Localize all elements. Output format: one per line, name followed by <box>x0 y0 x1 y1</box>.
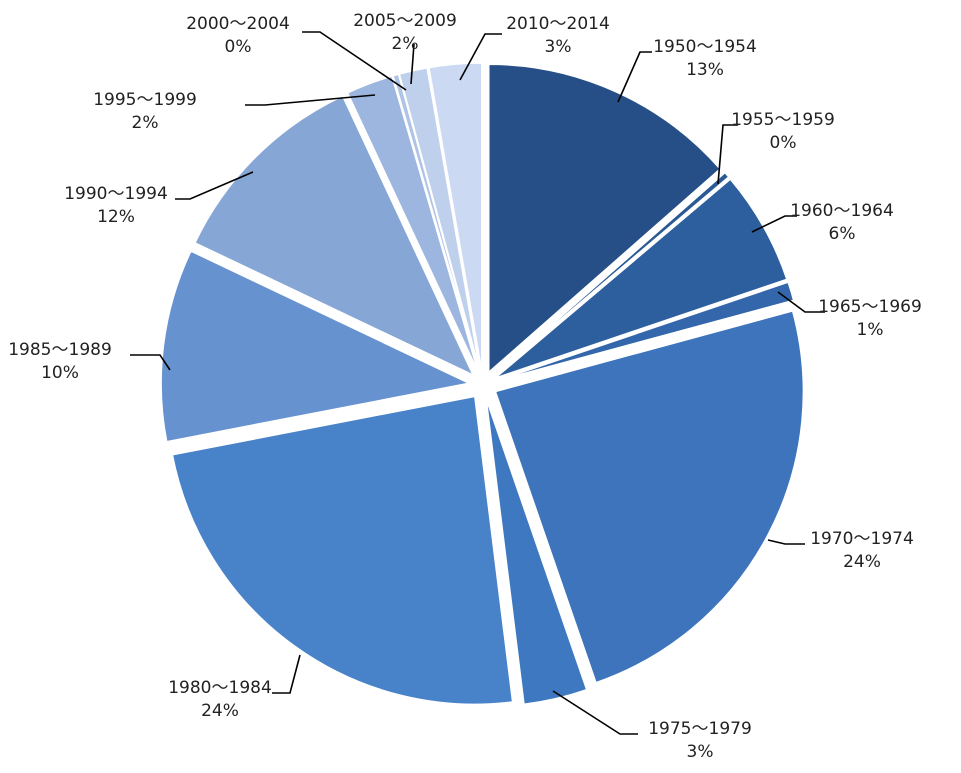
leader-line <box>302 31 407 91</box>
slice-percent-label: 24% <box>201 701 239 721</box>
slice-percent-label: 0% <box>225 37 252 57</box>
pie-slice <box>398 67 481 372</box>
pie-slice <box>494 309 805 684</box>
pie-slice <box>496 281 795 382</box>
slice-percent-label: 2% <box>132 113 159 133</box>
slice-category-label: 1980〜1984 <box>168 678 272 698</box>
leader-line <box>175 171 254 200</box>
slice-percent-label: 0% <box>770 133 797 153</box>
slice-category-label: 2005〜2009 <box>353 11 457 31</box>
pie-slice <box>193 95 475 377</box>
slice-category-label: 1975〜1979 <box>648 719 752 739</box>
slice-percent-label: 12% <box>97 207 135 227</box>
slice-percent-label: 13% <box>686 60 724 80</box>
leader-line <box>717 124 738 185</box>
pie-slice <box>171 395 514 706</box>
slice-percent-label: 24% <box>843 552 881 572</box>
pie-slice <box>392 73 480 372</box>
leader-line <box>272 654 301 694</box>
slice-percent-label: 3% <box>545 37 572 57</box>
pie-slice <box>346 75 479 373</box>
pie-slice <box>488 63 722 374</box>
leader-line <box>459 33 502 81</box>
slice-percent-label: 3% <box>687 742 714 762</box>
slice-category-label: 1950〜1954 <box>653 37 757 57</box>
leader-line <box>617 51 652 103</box>
pie-slice <box>428 62 483 372</box>
leader-line <box>777 291 825 313</box>
pie-slice <box>493 171 730 377</box>
pie-slice <box>485 398 588 706</box>
slice-category-label: 1995〜1999 <box>93 90 197 110</box>
pie-slices <box>160 62 805 706</box>
slice-percent-label: 1% <box>857 320 884 340</box>
slice-category-label: 2000〜2004 <box>186 14 290 34</box>
slice-percent-label: 2% <box>392 34 419 54</box>
slice-category-label: 1990〜1994 <box>64 184 168 204</box>
slice-percent-label: 10% <box>41 363 79 383</box>
slice-category-label: 1960〜1964 <box>790 201 894 221</box>
leader-line <box>245 94 376 106</box>
leader-line <box>552 690 638 735</box>
slice-category-label: 1970〜1974 <box>810 529 914 549</box>
leader-line <box>410 43 415 85</box>
slice-category-label: 2010〜2014 <box>506 14 610 34</box>
leader-line <box>130 354 171 371</box>
slice-percent-label: 6% <box>829 224 856 244</box>
leader-line <box>751 215 797 233</box>
slice-category-label: 1985〜1989 <box>8 340 112 360</box>
pie-labels: 1950〜1954 13% 1955〜1959 0% 1960〜1964 6% 1965〜1… <box>8 11 922 762</box>
leader-line <box>767 539 805 545</box>
slice-category-label: 1955〜1959 <box>731 110 835 130</box>
slice-category-label: 1965〜1969 <box>818 297 922 317</box>
pie-slice <box>160 250 472 443</box>
